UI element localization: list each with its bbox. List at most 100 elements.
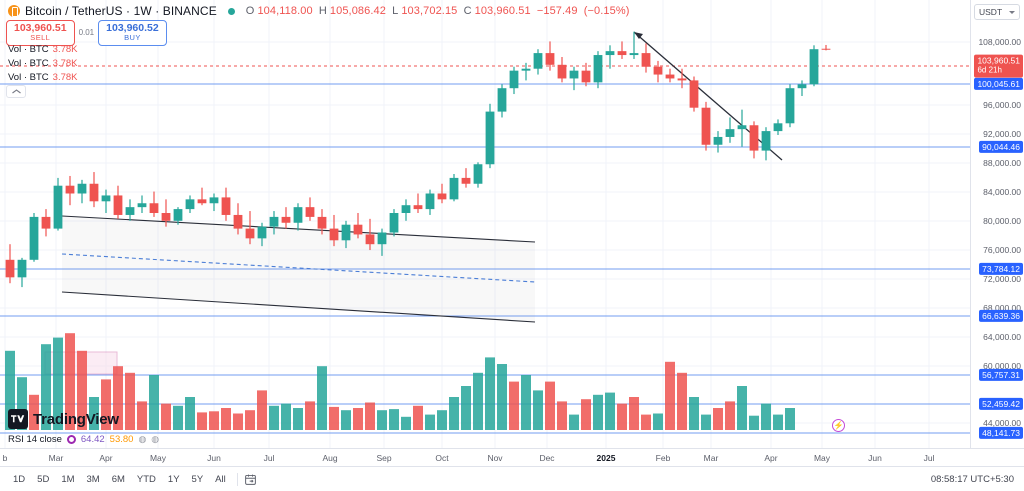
low-label: L <box>392 5 399 17</box>
time-axis-tick: May <box>149 453 167 463</box>
volume-legend-title: Vol · BTC <box>8 72 49 83</box>
rsi-legend[interactable]: RSI 14 close 64.42 53.80 ◍ ◍ <box>8 434 159 445</box>
time-axis[interactable]: b Mar Apr May Jun Jul Aug Sep Oct Nov Dec 2025 Feb Ma… <box>0 448 1024 466</box>
timeframe-5d[interactable]: 5D <box>37 473 50 485</box>
candle-body <box>749 125 759 151</box>
calendar-icon[interactable] <box>244 473 257 486</box>
volume-bar <box>245 410 255 430</box>
candlestick-chart[interactable] <box>0 0 970 448</box>
close-icon[interactable]: ◍ <box>151 434 160 444</box>
volume-legend-row[interactable]: Vol · BTC 3.78K <box>8 58 77 69</box>
timeframe-6m[interactable]: 6M <box>111 473 125 485</box>
price-axis-tick: 76,000.00 <box>983 245 1021 255</box>
channel-midline[interactable] <box>61 253 536 283</box>
candle-body <box>629 53 639 56</box>
volume-bar <box>197 412 207 430</box>
symbol-legend[interactable]: Bitcoin / TetherUS · 1W · BINANCE O 104,1… <box>8 4 633 18</box>
price-level-badge[interactable]: 56,757.31 <box>979 368 1023 382</box>
timeframe-1d[interactable]: 1D <box>13 473 26 485</box>
volume-bar <box>413 405 423 430</box>
candle-body <box>197 199 207 204</box>
timeframe-all[interactable]: All <box>215 473 226 485</box>
candle-body <box>341 224 351 241</box>
channel-lower-line[interactable] <box>61 291 536 323</box>
timeframe-3m[interactable]: 3M <box>86 473 100 485</box>
change-value: −157.49 <box>536 5 578 17</box>
volume-bar <box>689 397 699 430</box>
volume-bar <box>125 372 135 430</box>
current-price-badge[interactable]: 103,960.51 6d 21h <box>974 54 1023 78</box>
buy-button[interactable]: 103,960.52 BUY <box>98 20 167 46</box>
candle-body <box>821 48 831 50</box>
volume-bar <box>5 350 15 430</box>
chart-plot-area[interactable] <box>0 0 970 448</box>
candle-body <box>101 195 111 202</box>
candle-body <box>269 216 279 227</box>
volume-bar <box>497 364 507 430</box>
volume-bar <box>113 366 123 430</box>
eye-icon[interactable]: ◍ <box>138 434 147 444</box>
volume-bar <box>17 377 27 430</box>
trade-buttons[interactable]: 103,960.51 SELL 0.01 103,960.52 BUY <box>6 20 167 46</box>
volume-legend-row[interactable]: Vol · BTC 3.78K <box>8 72 77 83</box>
candle-body <box>581 70 591 83</box>
price-level-badge[interactable]: 100,045.61 <box>974 77 1023 91</box>
volume-bar <box>605 392 615 430</box>
volume-bar <box>77 350 87 430</box>
volume-bar <box>425 414 435 430</box>
volume-bar <box>365 402 375 430</box>
currency-selector[interactable]: USDT <box>974 4 1020 20</box>
volume-legend-title: Vol · BTC <box>8 58 49 69</box>
candle-body <box>113 195 123 215</box>
candle-body <box>5 259 15 278</box>
volume-bar <box>233 413 243 430</box>
volume-bar <box>329 406 339 430</box>
candle-body <box>377 232 387 245</box>
volume-legend-value: 3.78K <box>52 72 78 83</box>
price-level-badge[interactable]: 66,639.36 <box>979 309 1023 323</box>
volume-bar <box>101 379 111 430</box>
timeframe-1m[interactable]: 1M <box>61 473 75 485</box>
price-level-badge[interactable]: 90,044.46 <box>979 140 1023 154</box>
volume-bar <box>725 401 735 430</box>
candle-body <box>605 51 615 56</box>
candle-body <box>653 66 663 75</box>
volume-legend-row[interactable]: Vol · BTC 3.78K <box>8 44 77 55</box>
sell-button[interactable]: 103,960.51 SELL <box>6 20 75 46</box>
volume-bar <box>617 403 627 430</box>
volume-bar <box>89 397 99 430</box>
price-level-badge[interactable]: 52,459.42 <box>979 397 1023 411</box>
volume-bar <box>377 410 387 430</box>
close-label: C <box>463 5 472 17</box>
price-level-badge[interactable]: 48,141.73 <box>979 426 1023 440</box>
price-level-badge[interactable]: 73,784.12 <box>979 262 1023 276</box>
candle-body <box>257 226 267 239</box>
timeframe-1y[interactable]: 1Y <box>167 473 180 485</box>
timeframe-list[interactable]: 1D 5D 1M 3M 6M YTD 1Y 5Y All <box>8 472 231 487</box>
candle-body <box>221 197 231 215</box>
rsi-settings-icon[interactable] <box>66 435 76 444</box>
currency-label: USDT <box>979 7 1003 17</box>
candle-body <box>557 64 567 79</box>
symbol-title[interactable]: Bitcoin / TetherUS · 1W · BINANCE <box>25 4 217 18</box>
candle-body <box>161 213 171 221</box>
volume-bar <box>401 416 411 430</box>
candle-body <box>689 80 699 108</box>
time-axis-tick: Sep <box>376 453 392 463</box>
collapse-pane-button[interactable] <box>6 85 26 98</box>
volume-bar <box>485 357 495 430</box>
price-axis[interactable]: USDT 108,000.00 96,000.00 92,000.00 88,000.… <box>970 0 1024 488</box>
timeframe-ytd[interactable]: YTD <box>136 473 156 485</box>
volume-bar <box>449 397 459 430</box>
timeframe-5y[interactable]: 5Y <box>191 473 204 485</box>
volume-bar <box>509 381 519 430</box>
volume-legend-value: 3.78K <box>52 44 78 55</box>
volume-bar <box>749 415 759 430</box>
volume-alert-icon[interactable]: ⚡ <box>832 419 845 432</box>
candle-body <box>77 183 87 194</box>
volume-bar <box>305 401 315 430</box>
volume-bar <box>641 414 651 430</box>
volume-bar <box>773 414 783 430</box>
rsi-value: 64.42 <box>80 434 105 445</box>
candle-body <box>185 199 195 210</box>
